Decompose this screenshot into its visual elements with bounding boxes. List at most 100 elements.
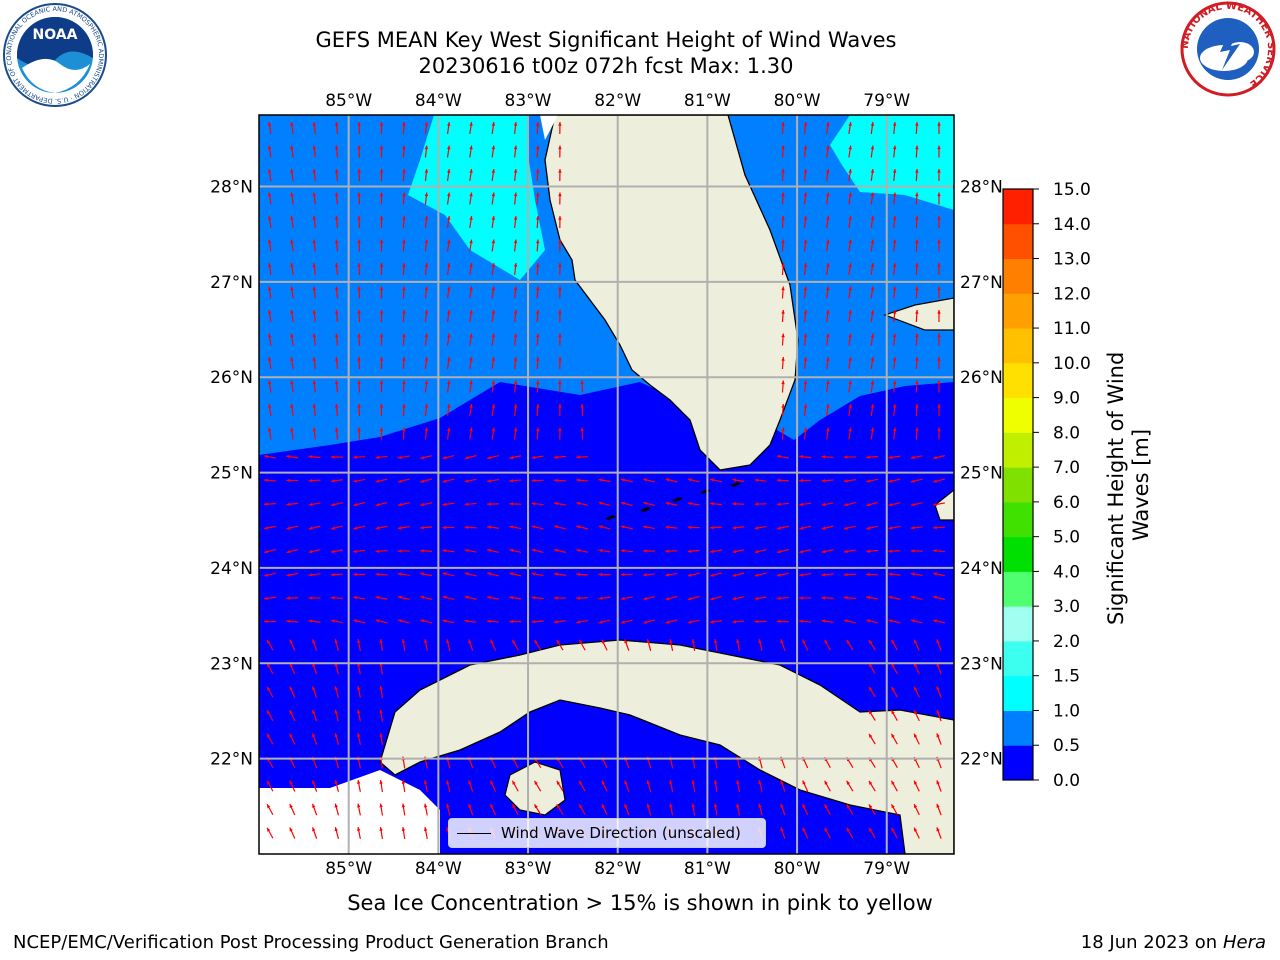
wind-arrow-head [534,780,538,785]
wind-arrow-head [330,572,335,577]
wind-arrow-head [892,404,897,408]
wind-arrow-head [491,310,496,314]
wind-arrow-head [353,479,358,483]
wind-arrow-head [267,286,272,291]
noaa-logo-icon: NATIONAL OCEANIC AND ATMOSPHERIC ADMINIS… [0,0,107,107]
wind-arrow-head [915,427,919,432]
wind-arrow-head [888,479,893,483]
wind-arrow-head [267,710,271,715]
wind-arrow-head [843,479,848,483]
wind-arrow-head [870,333,875,338]
wind-arrow-head [290,145,294,150]
wind-arrow-head [513,404,518,408]
wind-arrow-head [464,502,469,506]
wind-arrow-head [781,169,785,173]
colorbar-tick-label: 4.0 [1053,562,1080,582]
wind-arrow-head [892,357,897,361]
svg-text:Significant Height of Wind: Significant Height of Wind Waves [m] [1104,345,1153,625]
wind-arrow-head [888,526,893,530]
wind-arrow-head [469,122,473,126]
wind-arrow-head [308,502,313,507]
wind-arrow-head [379,145,384,150]
wind-arrow-head [687,478,692,482]
wind-arrow-head [331,526,336,530]
wind-arrow-head [420,619,425,623]
wind-arrow-head [553,478,558,483]
wind-arrow-head [915,122,919,126]
wind-arrow-head [713,803,718,808]
wind-arrow-head [580,404,584,408]
wind-arrow-head [826,263,830,267]
wind-arrow-head [710,502,714,506]
wind-arrow-head [826,192,830,197]
wind-arrow-head [357,639,361,643]
lon-tick-label-top: 85°W [325,91,372,111]
wind-arrow-head [379,239,384,244]
wind-arrow-head [732,526,737,530]
wind-arrow-head [286,573,291,577]
wind-arrow-head [799,619,804,623]
wind-arrow-head [312,145,317,150]
wind-arrow-head [620,501,625,506]
wind-arrow-head [915,286,919,291]
wind-arrow-head [447,380,451,385]
wind-arrow-head [402,216,406,220]
wind-arrow-head [870,192,875,197]
wind-arrow-head [424,380,429,385]
wind-arrow-head [558,216,562,220]
wind-arrow-head [357,357,361,361]
wind-arrow-head [312,404,317,408]
wind-arrow-head [442,595,447,600]
wind-arrow-head [357,286,361,291]
wind-arrow-head [290,427,294,432]
wind-arrow-head [490,804,494,809]
wind-arrow-head [665,620,670,624]
wind-arrow-head [553,596,558,600]
wind-arrow-head [843,572,848,577]
wind-arrow-head [580,427,584,432]
wind-arrow-head [892,239,897,244]
wind-arrow-head [758,639,762,644]
wind-arrow-head [777,573,781,577]
wind-arrow-head [312,239,317,244]
wind-arrow-head [643,549,647,553]
wind-arrow-head [669,639,673,643]
wind-arrow-head [598,525,603,529]
wind-arrow-head [888,595,893,600]
wind-arrow-head [402,310,406,314]
wind-arrow-head [312,216,317,220]
lon-tick-label-bottom: 82°W [594,859,641,879]
wind-arrow-head [892,192,897,197]
coastal-gap [540,115,558,140]
wind-arrow-head [469,192,473,197]
wind-arrow-head [379,662,383,667]
wind-arrow-head [803,145,808,150]
wind-arrow-head [553,455,558,459]
wind-arrow-head [402,169,406,173]
wind-arrow-head [442,572,447,576]
colorbar-tick-label: 10.0 [1053,354,1091,374]
wind-arrow-head [264,596,268,601]
wind-arrow-head [357,216,361,220]
colorbar-tick-label: 3.0 [1053,597,1080,617]
wind-arrow-head [379,169,384,173]
wind-arrow-head [379,122,384,126]
wind-arrow-head [891,686,895,691]
florida-keys-islet [640,507,651,512]
wind-arrow-head [353,526,358,530]
wind-arrow-head [914,710,918,715]
wind-arrow-head [936,709,940,714]
wind-arrow-head [669,803,673,808]
wind-arrow-head [910,595,915,600]
wind-arrow-head [691,780,696,784]
wind-arrow-head [691,803,696,808]
wind-arrow-head [513,380,518,385]
wind-arrow-head [513,427,518,432]
wind-arrow-head [264,573,269,577]
wind-arrow-head [937,286,941,291]
wind-arrow-head [553,572,558,576]
wind-arrow-head [826,239,830,244]
colorbar-tick-label: 1.0 [1053,701,1080,721]
wind-arrow-head [826,357,830,361]
wind-arrow-head [509,525,514,529]
